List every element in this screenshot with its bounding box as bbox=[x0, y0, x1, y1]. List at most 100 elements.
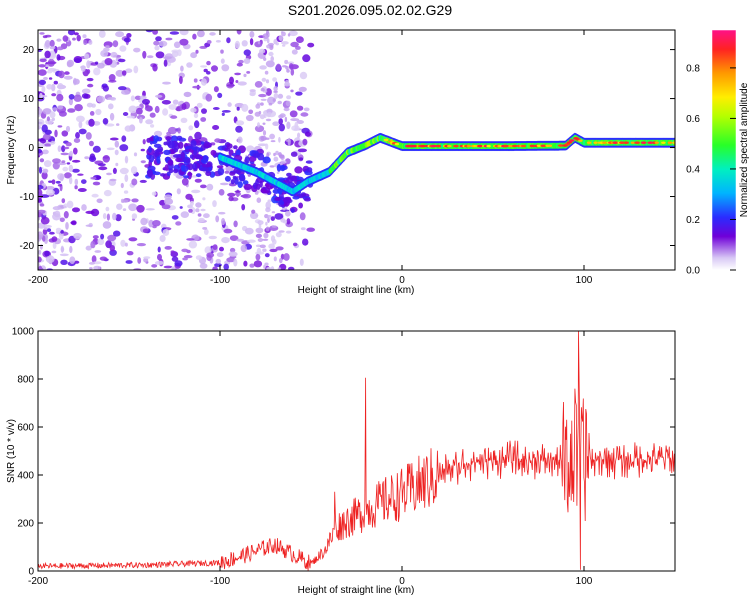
spectrogram-cell bbox=[62, 166, 69, 172]
spectrogram-cell bbox=[162, 108, 169, 116]
spectrogram-cell bbox=[193, 113, 199, 119]
spectrogram-cell bbox=[206, 71, 211, 75]
spectrogram-ridge-peak bbox=[547, 144, 552, 147]
spectrogram-cell bbox=[102, 213, 107, 220]
spectrogram-cell bbox=[136, 204, 145, 213]
spectrogram-cell bbox=[179, 206, 183, 209]
spectrogram-cell bbox=[255, 233, 262, 238]
spectrogram-cell bbox=[164, 246, 172, 250]
spectrogram-cell bbox=[86, 60, 91, 69]
spectrogram-ridge-peak bbox=[640, 141, 647, 144]
spectrogram-cell bbox=[91, 255, 97, 263]
spectrogram-cell bbox=[142, 98, 150, 105]
spectrogram-cell bbox=[300, 227, 306, 231]
spectrogram-cell bbox=[264, 262, 269, 266]
spectrogram-cell bbox=[169, 31, 180, 35]
spectrogram-cell bbox=[56, 46, 64, 51]
spectrogram-cell bbox=[271, 225, 278, 228]
spectrogram-cell bbox=[116, 203, 123, 210]
spectrogram-cell bbox=[83, 39, 88, 45]
spectrogram-cell bbox=[55, 227, 62, 232]
spectrogram-cell bbox=[38, 138, 46, 142]
spectrogram-cell bbox=[61, 145, 66, 153]
spectrogram-cell bbox=[264, 214, 269, 219]
spectrogram-cell bbox=[273, 152, 276, 157]
spectrogram-cell bbox=[246, 71, 251, 74]
spectrogram-cell bbox=[103, 189, 112, 197]
spectrogram-cell bbox=[65, 142, 72, 147]
spectrogram-cell bbox=[268, 62, 274, 65]
spectrogram-cell bbox=[278, 200, 285, 205]
spectrogram-cell bbox=[42, 228, 48, 235]
spectrogram-cell bbox=[189, 154, 194, 159]
spectrogram-cell bbox=[257, 41, 261, 45]
spectrogram-cell bbox=[274, 196, 281, 201]
y-tick-label: -10 bbox=[20, 192, 35, 203]
y-tick-label: 0 bbox=[28, 143, 34, 154]
spectrogram-cell bbox=[286, 121, 291, 130]
spectrogram-cell bbox=[163, 265, 173, 269]
spectrogram-ridge-peak bbox=[612, 141, 619, 144]
spectrogram-cell bbox=[88, 118, 95, 127]
spectrogram-cell bbox=[183, 255, 193, 259]
spectrogram-cell bbox=[88, 140, 94, 147]
spectrogram-cell bbox=[60, 259, 68, 265]
spectrogram-cell bbox=[73, 232, 82, 240]
spectrogram-cell bbox=[286, 218, 291, 225]
spectrogram-cell bbox=[38, 64, 46, 68]
spectrogram-cell bbox=[51, 117, 55, 121]
spectrogram-cell bbox=[285, 210, 291, 217]
spectrogram-cell bbox=[279, 258, 283, 264]
spectrogram-cell bbox=[125, 260, 133, 264]
spectrogram-cell bbox=[227, 102, 232, 107]
y-tick-label: 0 bbox=[28, 567, 34, 578]
spectrogram-cell bbox=[112, 40, 119, 48]
spectrogram-cell bbox=[49, 111, 56, 119]
spectrogram-cell bbox=[271, 211, 276, 214]
spectrogram-cell bbox=[242, 180, 249, 186]
spectrogram-ridge-peak bbox=[667, 141, 673, 144]
spectrogram-cell bbox=[59, 253, 69, 257]
spectrogram-cell bbox=[205, 93, 213, 102]
spectrogram-cell bbox=[61, 160, 66, 164]
spectrogram-cell bbox=[279, 164, 286, 172]
spectrogram-cell bbox=[43, 224, 52, 228]
spectrogram-cell bbox=[68, 98, 73, 106]
spectrogram-ridge-peak bbox=[447, 144, 452, 148]
spectrogram-cell bbox=[57, 162, 67, 166]
spectrogram-ridge-peak bbox=[586, 141, 592, 144]
spectrogram-cell bbox=[269, 165, 275, 168]
spectrogram-cell bbox=[273, 90, 278, 93]
spectrogram-cell bbox=[241, 103, 249, 112]
spectrogram-cell bbox=[82, 34, 87, 39]
spectrogram-cell bbox=[235, 192, 242, 196]
spectrogram-cell bbox=[187, 163, 194, 171]
spectrogram-cell bbox=[177, 141, 184, 149]
spectrogram-cell bbox=[307, 42, 315, 48]
spectrogram-cell bbox=[167, 159, 174, 166]
spectrogram-cell bbox=[223, 228, 233, 234]
spectrogram-cell bbox=[273, 256, 277, 262]
spectrogram-cell bbox=[243, 183, 253, 190]
spectrogram-cell bbox=[286, 69, 290, 73]
spectrogram-cell bbox=[285, 158, 291, 165]
spectrogram-cell bbox=[42, 235, 46, 242]
spectrogram-cell bbox=[151, 191, 157, 196]
spectrogram-cell bbox=[131, 178, 138, 186]
spectrogram-cell bbox=[277, 93, 284, 99]
spectrogram-cell bbox=[237, 81, 247, 86]
spectrogram-cell bbox=[283, 253, 290, 261]
spectrogram-cell bbox=[146, 105, 153, 112]
spectrogram-cell bbox=[102, 118, 109, 125]
x-tick-label: 0 bbox=[399, 275, 405, 286]
spectrogram-cell bbox=[102, 221, 112, 229]
spectrogram-cell bbox=[234, 72, 242, 76]
spectrogram-cell bbox=[63, 146, 70, 150]
spectrogram-cell bbox=[61, 198, 66, 204]
spectrogram-cell bbox=[105, 123, 115, 127]
spectrogram-cell bbox=[51, 179, 56, 185]
spectrogram-cell bbox=[45, 189, 55, 196]
spectrogram-cell bbox=[38, 166, 43, 174]
spectrogram-cell bbox=[185, 159, 191, 164]
spectrogram-cell bbox=[38, 209, 46, 214]
